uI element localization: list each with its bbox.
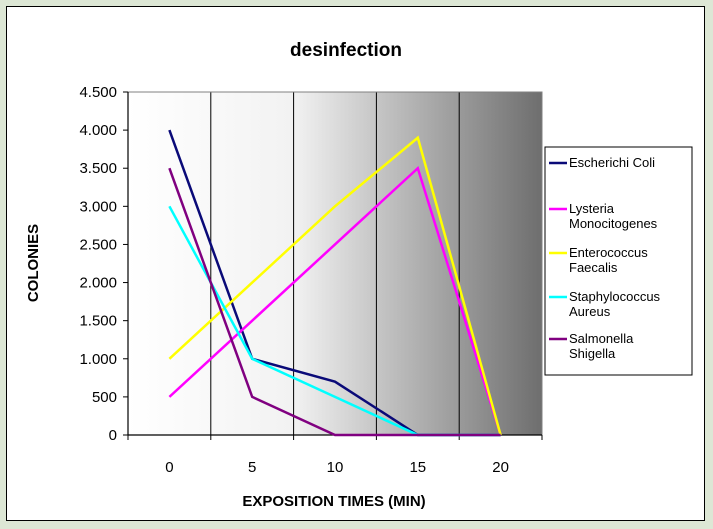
y-tick-label: 3.500 (79, 160, 117, 177)
series-lines (168, 129, 502, 437)
x-tick-label: 15 (409, 459, 426, 476)
legend-label: Enterococcus (569, 245, 648, 260)
y-tick-label: 1.500 (79, 313, 117, 330)
y-tick-label: 4.500 (79, 84, 117, 101)
series-line (168, 167, 501, 437)
y-tick-label: 2.000 (79, 275, 117, 292)
chart-title: desinfection (290, 40, 402, 61)
y-axis-title: COLONIES (25, 224, 42, 302)
legend-label: Lysteria (569, 201, 615, 216)
y-tick-label: 4.000 (79, 122, 117, 139)
legend-label: Staphylococcus (569, 289, 661, 304)
legend-label: Aureus (569, 304, 611, 319)
x-axis-title: EXPOSITION TIMES (MIN) (242, 493, 425, 510)
legend-label: Salmonella (569, 331, 634, 346)
legend-label: Shigella (569, 346, 616, 361)
y-tick-label: 500 (92, 389, 117, 406)
x-tick-label: 20 (492, 459, 509, 476)
legend-label: Escherichi Coli (569, 155, 655, 170)
legend-box (544, 146, 693, 376)
y-tick-label: 0 (109, 427, 117, 444)
legend-label: Monocitogenes (569, 216, 658, 231)
plot-area (128, 92, 542, 435)
x-tick-label: 5 (248, 459, 256, 476)
series-line (168, 165, 502, 436)
y-tick-label: 1.000 (79, 351, 117, 368)
x-tick-label: 0 (165, 459, 173, 476)
y-tick-label: 2.500 (79, 236, 117, 253)
tick-labels: 0 500 1.000 1.500 2.000 2.500 3.000 3.500 4.000 4… (79, 84, 508, 476)
x-tick-label: 10 (327, 459, 344, 476)
legend-label: Faecalis (569, 260, 618, 275)
y-tick-label: 3.000 (79, 198, 117, 215)
